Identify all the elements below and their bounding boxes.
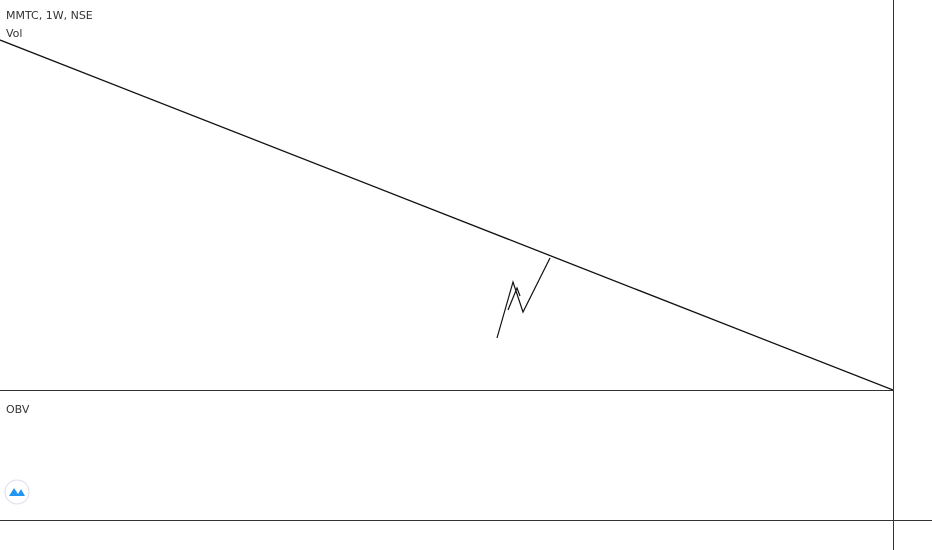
pattern-arrow [507, 286, 521, 311]
pattern-line [496, 257, 551, 339]
logo [4, 479, 30, 505]
trend-line [0, 39, 894, 391]
logo-circle [4, 479, 30, 505]
chart-title: MMTC, 1W, NSE [6, 9, 93, 22]
obv-label: OBV [6, 403, 30, 416]
logo-icon [9, 488, 25, 496]
drawing [496, 257, 551, 339]
volume-label: Vol [6, 27, 22, 40]
